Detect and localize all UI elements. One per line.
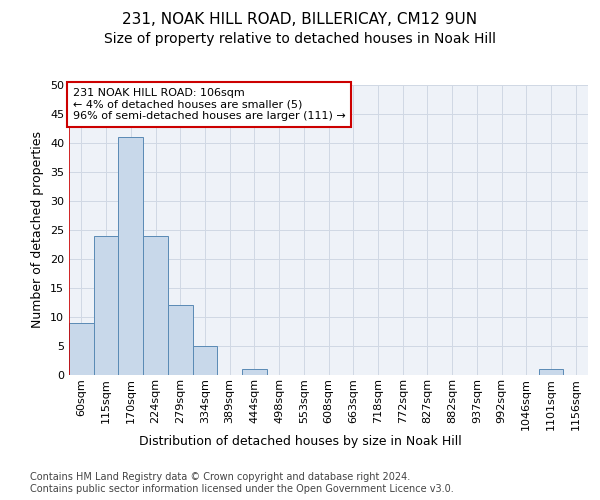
Bar — [242, 369, 267, 375]
Bar — [118, 137, 143, 375]
Text: Contains HM Land Registry data © Crown copyright and database right 2024.
Contai: Contains HM Land Registry data © Crown c… — [30, 472, 454, 494]
Bar — [193, 346, 217, 375]
Bar — [143, 236, 168, 375]
Y-axis label: Number of detached properties: Number of detached properties — [31, 132, 44, 328]
Bar — [69, 323, 94, 375]
Text: Size of property relative to detached houses in Noak Hill: Size of property relative to detached ho… — [104, 32, 496, 46]
Bar — [94, 236, 118, 375]
Text: 231, NOAK HILL ROAD, BILLERICAY, CM12 9UN: 231, NOAK HILL ROAD, BILLERICAY, CM12 9U… — [122, 12, 478, 28]
Text: Distribution of detached houses by size in Noak Hill: Distribution of detached houses by size … — [139, 435, 461, 448]
Text: 231 NOAK HILL ROAD: 106sqm
← 4% of detached houses are smaller (5)
96% of semi-d: 231 NOAK HILL ROAD: 106sqm ← 4% of detac… — [73, 88, 346, 121]
Bar — [168, 306, 193, 375]
Bar — [539, 369, 563, 375]
